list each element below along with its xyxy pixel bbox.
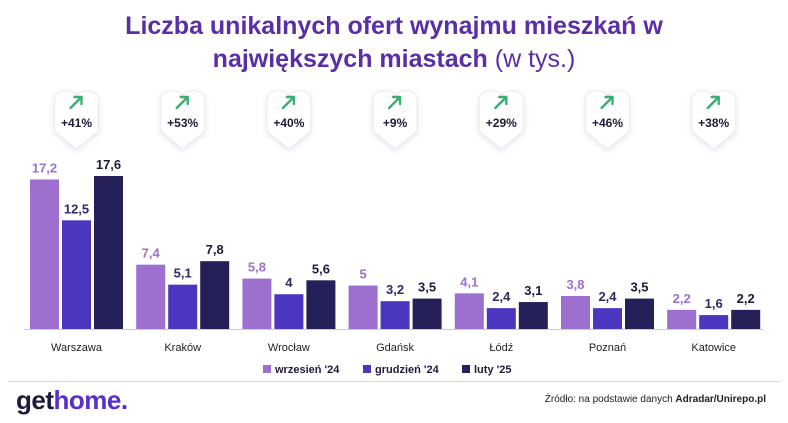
arrow-head-icon xyxy=(604,95,614,106)
change-percent-label: +9% xyxy=(383,116,408,130)
category-label: Katowice xyxy=(691,342,736,354)
bar xyxy=(412,298,442,329)
bar xyxy=(136,264,166,329)
arrow-up-right-icon xyxy=(69,95,83,110)
arrow-head-icon xyxy=(391,95,402,106)
arrow-head-icon xyxy=(179,95,189,106)
bar xyxy=(486,308,516,329)
bar-value-label: 3,1 xyxy=(524,283,542,298)
bar xyxy=(168,284,198,329)
bar xyxy=(593,308,622,329)
bar-value-label: 2,2 xyxy=(737,291,755,306)
bar xyxy=(625,298,654,329)
bar xyxy=(667,309,697,329)
source-note: Źródło: na podstawie danych Adradar/Unir… xyxy=(545,394,766,405)
legend-label: wrzesień '24 xyxy=(274,364,340,376)
category-label: Poznań xyxy=(589,342,626,354)
bar xyxy=(306,280,336,329)
chart-title: Liczba unikalnych ofert wynajmu mieszkań… xyxy=(0,10,788,76)
bar xyxy=(699,315,729,329)
category-label: Kraków xyxy=(164,342,201,354)
category-label: Wrocław xyxy=(268,342,310,354)
bar-value-label: 5,8 xyxy=(248,260,266,275)
bar-value-label: 3,5 xyxy=(630,280,648,295)
category-label: Łódź xyxy=(489,342,513,354)
bar-value-label: 7,4 xyxy=(142,246,161,261)
arrow-up-right-icon xyxy=(706,95,720,110)
arrow-up-right-icon xyxy=(600,95,614,110)
legend-swatch xyxy=(462,365,470,373)
arrow-head-icon xyxy=(498,95,508,106)
bar-value-label: 4 xyxy=(285,275,293,290)
arrow-head-icon xyxy=(73,95,83,106)
footer-divider xyxy=(8,381,780,382)
bar xyxy=(561,295,590,329)
legend-label: luty '25 xyxy=(474,364,511,376)
arrow-head-icon xyxy=(285,95,296,106)
bar xyxy=(380,301,410,329)
logo-part-get: get xyxy=(16,385,54,415)
bar-value-label: 4,1 xyxy=(460,274,478,289)
arrow-up-right-icon xyxy=(175,95,189,110)
title-bold: Liczba unikalnych ofert wynajmu mieszkań… xyxy=(125,12,663,73)
bar-value-label: 2,4 xyxy=(598,289,617,304)
source-name: Adradar/Unirepo.pl xyxy=(675,394,766,405)
legend-label: grudzień '24 xyxy=(375,364,440,376)
bar-value-label: 5 xyxy=(359,267,366,282)
title-unit: (w tys.) xyxy=(494,45,576,73)
change-percent-label: +41% xyxy=(61,116,92,130)
bar-value-label: 12,5 xyxy=(64,201,89,216)
category-label: Warszawa xyxy=(51,342,103,354)
bar xyxy=(62,220,91,329)
change-percent-label: +38% xyxy=(698,116,729,130)
arrow-head-icon xyxy=(710,95,720,106)
bar xyxy=(731,309,761,329)
bar-value-label: 5,6 xyxy=(312,261,330,276)
bar xyxy=(94,176,123,329)
logo-part-home: home xyxy=(53,385,122,415)
bar-value-label: 5,1 xyxy=(174,266,192,281)
change-percent-label: +46% xyxy=(592,116,623,130)
bar-value-label: 3,5 xyxy=(418,280,436,295)
bar-value-label: 2,4 xyxy=(492,289,511,304)
bar-value-label: 17,6 xyxy=(96,157,121,172)
bar-value-label: 1,6 xyxy=(705,296,723,311)
bar-value-label: 7,8 xyxy=(206,242,224,257)
change-percent-label: +40% xyxy=(273,116,304,130)
legend-swatch xyxy=(363,365,371,373)
bar xyxy=(454,293,484,329)
source-prefix: Źródło: na podstawie danych xyxy=(544,394,676,405)
bar xyxy=(242,278,272,329)
bar xyxy=(200,261,230,329)
bar-value-label: 3,8 xyxy=(566,277,584,292)
category-label: Gdańsk xyxy=(376,342,414,354)
bar xyxy=(30,179,59,329)
bar xyxy=(518,302,548,329)
bar-value-label: 17,2 xyxy=(32,160,57,175)
bar xyxy=(348,285,378,329)
bar-value-label: 3,2 xyxy=(386,282,404,297)
gethome-logo: gethome. xyxy=(16,385,128,416)
bar xyxy=(274,294,304,329)
arrow-up-right-icon xyxy=(387,95,402,110)
legend-swatch xyxy=(263,365,271,373)
change-percent-label: +53% xyxy=(167,116,198,130)
change-percent-label: +29% xyxy=(486,116,517,130)
logo-dot: . xyxy=(120,385,128,415)
bar-value-label: 2,2 xyxy=(673,291,691,306)
arrow-up-right-icon xyxy=(494,95,508,110)
arrow-up-right-icon xyxy=(281,95,296,110)
